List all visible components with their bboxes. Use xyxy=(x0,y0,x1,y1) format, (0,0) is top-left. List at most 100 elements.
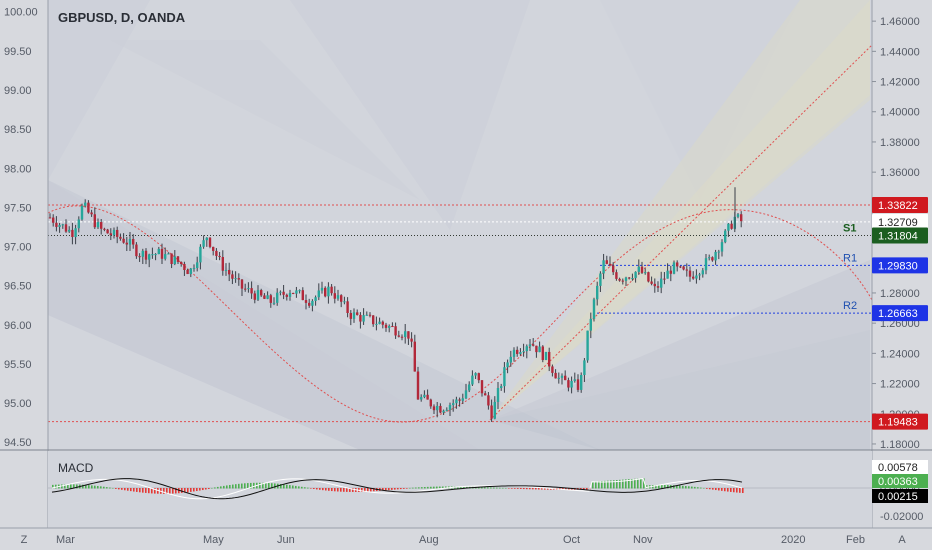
candle-body xyxy=(346,301,349,313)
macd-bar xyxy=(640,478,642,489)
macd-bar xyxy=(487,487,489,489)
macd-price-label-1: 0.00363 xyxy=(878,476,918,488)
macd-bar xyxy=(736,488,738,493)
candle-body xyxy=(378,321,381,324)
right-tick-label: 1.42000 xyxy=(880,77,920,89)
macd-bar xyxy=(262,482,264,489)
macd-bar xyxy=(412,487,414,489)
candle-body xyxy=(276,292,279,303)
candle-body xyxy=(650,281,653,284)
macd-bar xyxy=(220,486,222,489)
macd-bar xyxy=(268,483,270,489)
macd-bar xyxy=(442,486,444,489)
macd-tick-label: -0.02000 xyxy=(880,511,923,523)
macd-bar xyxy=(688,486,690,489)
left-tick-label: 95.50 xyxy=(4,359,32,371)
candle-body xyxy=(509,356,512,363)
macd-bar xyxy=(607,480,609,489)
candle-body xyxy=(455,399,458,404)
macd-bar xyxy=(187,488,189,493)
candle-body xyxy=(708,257,711,259)
macd-bar xyxy=(235,484,237,489)
macd-bar xyxy=(499,487,501,489)
candle-body xyxy=(304,300,308,303)
macd-bar xyxy=(148,488,150,494)
macd-bar xyxy=(313,488,315,490)
macd-bar xyxy=(511,488,513,489)
candle-body xyxy=(138,256,141,258)
macd-bar xyxy=(598,481,600,489)
macd-bar xyxy=(145,488,147,493)
candle-body xyxy=(205,237,208,241)
macd-bar xyxy=(208,488,210,489)
candle-body xyxy=(704,258,708,271)
macd-bar xyxy=(718,488,720,491)
macd-bar xyxy=(535,488,537,490)
macd-bar xyxy=(367,488,369,492)
macd-bar xyxy=(349,488,351,492)
macd-bar xyxy=(529,488,531,490)
candle-body xyxy=(266,295,269,299)
candle-body xyxy=(416,371,420,400)
candle-body xyxy=(212,246,215,251)
candle-body xyxy=(682,266,685,270)
candle-body xyxy=(359,314,362,322)
candle-body xyxy=(84,202,87,206)
macd-bar xyxy=(97,485,99,489)
macd-bar xyxy=(334,488,336,492)
macd-bar xyxy=(520,488,522,489)
candle-body xyxy=(282,291,285,295)
candle-body xyxy=(186,269,189,275)
candle-body xyxy=(688,270,692,277)
price-label-5: 1.19483 xyxy=(878,417,918,429)
candle-body xyxy=(458,399,461,401)
macd-bar xyxy=(253,482,255,489)
candle-body xyxy=(586,330,589,361)
candle-body xyxy=(679,266,682,268)
time-tick-label: Nov xyxy=(633,534,653,546)
macd-bar xyxy=(508,488,510,489)
level-label-r2: R2 xyxy=(843,300,857,312)
left-axis[interactable]: 100.00 99.50 99.00 98.50 98.00 97.50 97.00 96.5… xyxy=(4,7,38,449)
candle-body xyxy=(349,312,352,319)
candle-body xyxy=(621,280,624,282)
candle-body xyxy=(384,324,388,328)
macd-bar xyxy=(613,480,615,489)
candle-body xyxy=(132,238,135,245)
candle-body xyxy=(724,230,727,243)
candle-body xyxy=(180,261,183,264)
candle-body xyxy=(631,278,634,280)
candle-body xyxy=(727,223,730,231)
candle-body xyxy=(372,315,375,325)
macd-pane[interactable] xyxy=(48,451,872,528)
candle-body xyxy=(208,237,212,247)
macd-bar xyxy=(712,488,714,490)
macd-bar xyxy=(121,488,123,490)
candle-body xyxy=(333,293,336,299)
macd-bar xyxy=(304,487,306,489)
candle-body xyxy=(77,219,80,229)
candle-body xyxy=(432,406,436,411)
macd-bar xyxy=(691,486,693,489)
candle-body xyxy=(247,288,250,290)
macd-bar xyxy=(505,487,507,489)
macd-bar xyxy=(337,488,339,492)
macd-bar xyxy=(163,488,165,494)
time-axis[interactable]: Z Mar May Jun Aug Oct Nov 2020 Feb A xyxy=(21,534,907,546)
candle-body xyxy=(394,326,397,336)
candle-body xyxy=(237,278,240,280)
candle-body xyxy=(61,224,64,226)
macd-histogram xyxy=(52,478,744,494)
macd-bar xyxy=(637,478,639,489)
macd-bar xyxy=(739,488,741,493)
candle-body xyxy=(48,217,52,219)
macd-bar xyxy=(628,479,630,489)
macd-bar xyxy=(562,488,564,490)
macd-bar xyxy=(703,487,705,489)
candle-body xyxy=(410,338,413,342)
candle-body xyxy=(106,229,109,234)
macd-bar xyxy=(139,488,141,493)
candle-body xyxy=(71,229,74,237)
candle-body xyxy=(535,345,538,353)
macd-bar xyxy=(700,487,702,489)
